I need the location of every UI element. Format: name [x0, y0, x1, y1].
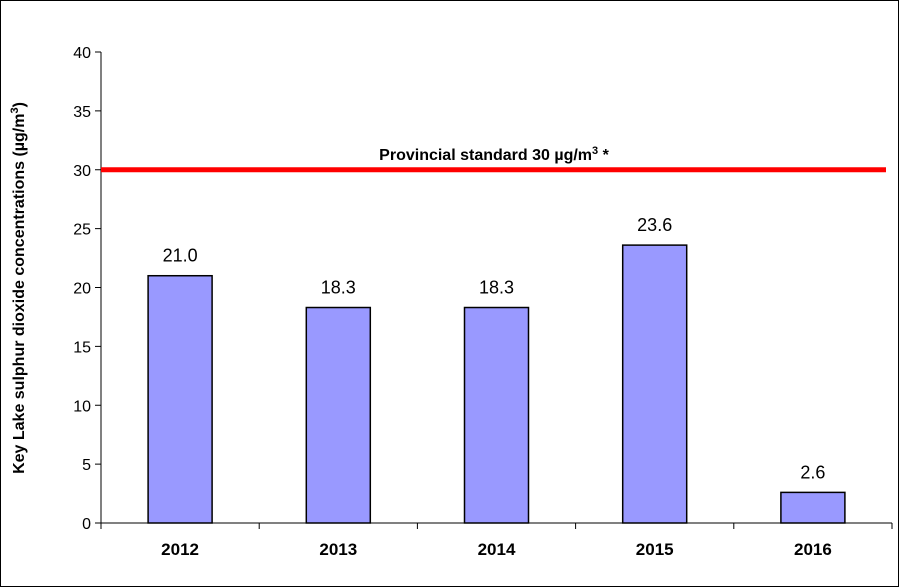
x-axis: 2012 2013 2014 2015 2016 — [100, 522, 893, 559]
x-tick-label-2015: 2015 — [636, 540, 674, 559]
provincial-standard-label: Provincial standard 30 µg/m3 * — [379, 145, 609, 164]
y-tick-label: 25 — [73, 222, 91, 239]
data-label-2013: 18.3 — [321, 278, 356, 298]
y-tick-label: 10 — [73, 398, 91, 415]
x-tick-label-2012: 2012 — [161, 540, 199, 559]
bar-2014 — [463, 306, 530, 524]
y-tick-label: 15 — [73, 339, 91, 356]
x-tick-label-2013: 2013 — [319, 540, 357, 559]
bar-2012 — [147, 274, 213, 524]
reference-line-group: Provincial standard 30 µg/m3 * — [101, 145, 886, 173]
y-tick-label: 20 — [73, 281, 91, 298]
bar-2016 — [780, 491, 846, 524]
y-axis-label-superscript: 3 — [9, 107, 21, 113]
y-axis-label-main: Key Lake sulphur dioxide concentrations … — [11, 114, 28, 474]
x-tick-label-2016: 2016 — [794, 540, 832, 559]
y-tick-label: 5 — [82, 457, 91, 474]
data-label-2012: 21.0 — [163, 246, 198, 266]
bar-2015 — [621, 244, 688, 524]
data-label-2016: 2.6 — [800, 462, 825, 482]
y-axis-label: Key Lake sulphur dioxide concentrations … — [9, 102, 28, 474]
data-label-2015: 23.6 — [637, 215, 672, 235]
bar-2013 — [305, 306, 372, 524]
data-label-2014: 18.3 — [479, 278, 514, 298]
y-tick-label: 0 — [82, 516, 91, 533]
y-axis: 0 5 10 15 20 25 30 35 40 — [73, 45, 102, 533]
y-tick-label: 35 — [73, 104, 91, 121]
y-tick-label: 40 — [73, 45, 91, 62]
bars: 21.0 18.3 18.3 23.6 2.6 — [147, 215, 846, 524]
y-tick-label: 30 — [73, 163, 91, 180]
y-axis-label-end: ) — [11, 102, 28, 107]
x-tick-label-2014: 2014 — [478, 540, 516, 559]
